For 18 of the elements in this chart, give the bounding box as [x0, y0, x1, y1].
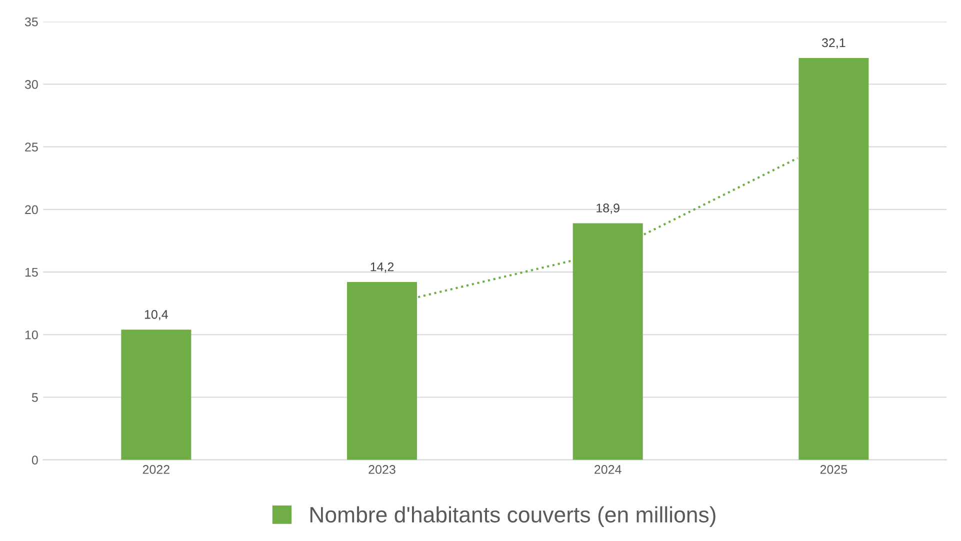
x-tick-label: 2025 [820, 465, 848, 474]
x-tick-label: 2023 [368, 465, 396, 474]
data-label: 18,9 [596, 204, 620, 214]
data-label: 32,1 [822, 38, 846, 49]
legend-label: Nombre d'habitants couverts (en millions) [310, 506, 716, 527]
x-tick-label: 2024 [594, 465, 622, 474]
y-tick-label: 5 [32, 393, 38, 402]
y-tick-label: 25 [25, 142, 38, 152]
y-tick-label: 35 [24, 17, 38, 26]
x-tick-label: 2022 [142, 465, 170, 474]
data-label: 14,2 [370, 262, 394, 273]
bar [121, 330, 192, 460]
data-label: 10,4 [144, 310, 168, 320]
y-tick-label: 10 [25, 330, 38, 340]
y-tick-label: 20 [25, 205, 38, 214]
y-tick-label: 15 [25, 268, 38, 277]
y-tick-label: 0 [32, 456, 38, 464]
y-tick-label: 30 [24, 80, 38, 89]
